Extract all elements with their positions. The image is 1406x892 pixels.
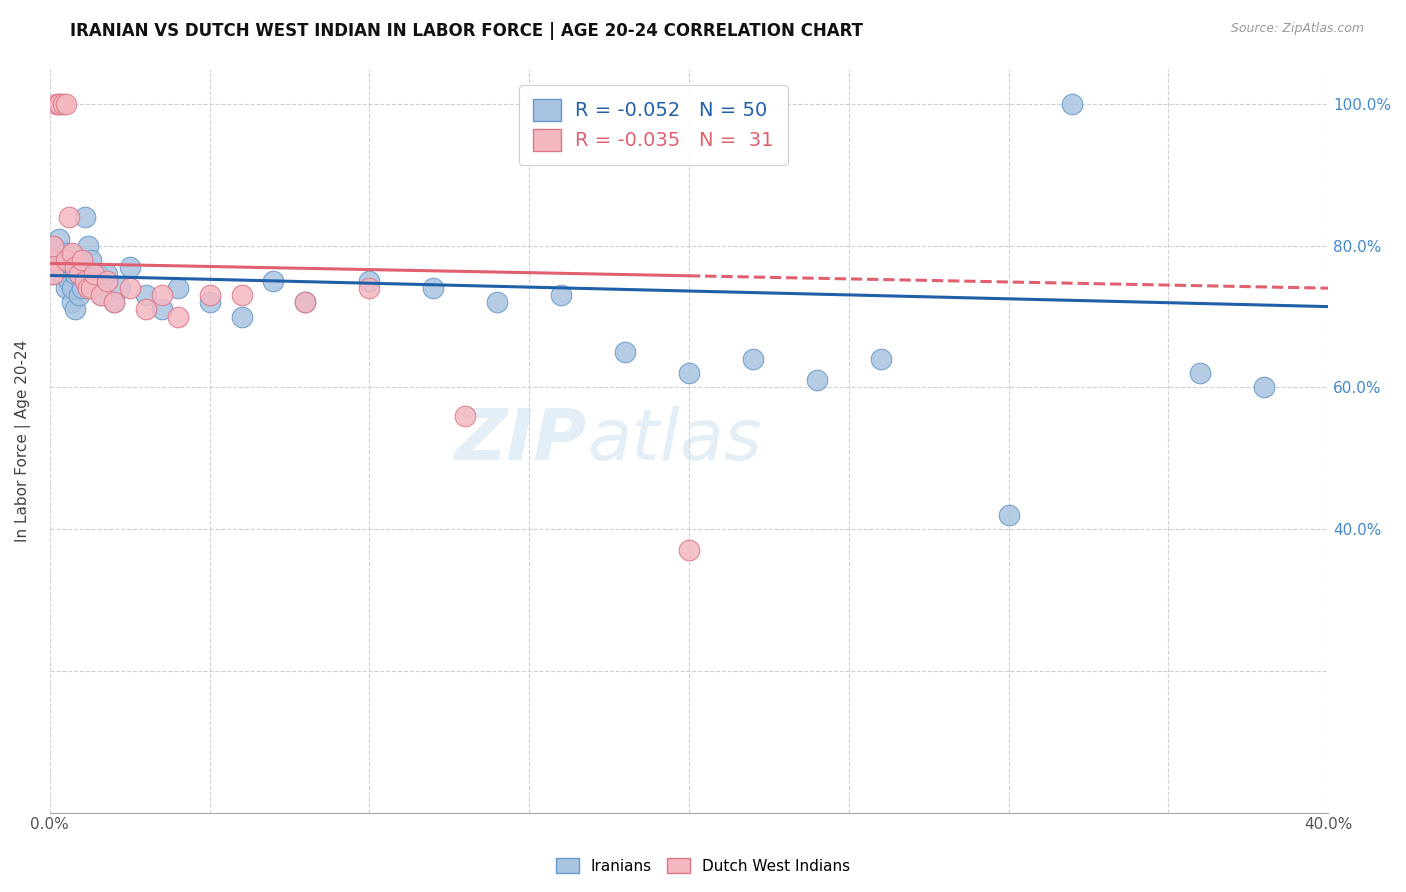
Point (359, 274, 381, 288)
Point (45, 260, 67, 274)
Point (42, 252, 65, 267)
Point (103, 295, 125, 310)
Point (51, 97, 73, 112)
Point (65, 267, 87, 281)
Point (48, 97, 70, 112)
Point (83, 274, 105, 288)
Point (359, 281, 381, 295)
Point (45, 97, 67, 112)
Point (42, 267, 65, 281)
Point (67, 288, 90, 302)
Point (678, 366, 700, 380)
Point (614, 345, 637, 359)
Point (60, 281, 83, 295)
Point (65, 302, 87, 317)
Point (73, 211, 96, 225)
Point (42, 267, 65, 281)
Point (80, 281, 103, 295)
Point (48, 97, 70, 112)
Point (1253, 380, 1275, 394)
Point (73, 274, 96, 288)
Point (70, 281, 93, 295)
Point (1189, 366, 1212, 380)
Point (166, 310, 188, 324)
Point (42, 238, 65, 252)
Point (294, 295, 316, 310)
Point (150, 302, 173, 317)
Text: ZIP: ZIP (454, 406, 586, 475)
Point (60, 295, 83, 310)
Point (51, 267, 73, 281)
Point (422, 281, 444, 295)
Point (65, 260, 87, 274)
Point (263, 274, 285, 288)
Point (150, 288, 173, 302)
Point (58, 211, 80, 225)
Point (166, 281, 188, 295)
Point (135, 288, 157, 302)
Point (108, 281, 131, 295)
Point (70, 252, 93, 267)
Text: IRANIAN VS DUTCH WEST INDIAN IN LABOR FORCE | AGE 20-24 CORRELATION CHART: IRANIAN VS DUTCH WEST INDIAN IN LABOR FO… (70, 22, 863, 40)
Point (96, 267, 118, 281)
Y-axis label: In Labor Force | Age 20-24: In Labor Force | Age 20-24 (15, 339, 31, 541)
Point (198, 288, 221, 302)
Point (231, 310, 253, 324)
Point (294, 295, 316, 310)
Point (118, 281, 141, 295)
Point (42, 252, 65, 267)
Legend: Iranians, Dutch West Indians: Iranians, Dutch West Indians (550, 852, 856, 880)
Point (60, 245, 83, 260)
Point (96, 274, 118, 288)
Point (486, 295, 509, 310)
Point (58, 260, 80, 274)
Point (135, 302, 157, 317)
Point (454, 409, 477, 423)
Point (67, 267, 90, 281)
Point (67, 267, 90, 281)
Point (118, 260, 141, 274)
Point (55, 245, 77, 260)
Point (86, 267, 108, 281)
Point (51, 252, 73, 267)
Point (58, 274, 80, 288)
Point (55, 97, 77, 112)
Point (48, 231, 70, 245)
Point (806, 373, 828, 387)
Point (55, 252, 77, 267)
Point (55, 281, 77, 295)
Point (869, 352, 891, 367)
Text: Source: ZipAtlas.com: Source: ZipAtlas.com (1230, 22, 1364, 36)
Point (997, 508, 1019, 522)
Point (550, 288, 572, 302)
Point (90, 288, 112, 302)
Point (42, 238, 65, 252)
Point (231, 288, 253, 302)
Point (77, 238, 100, 252)
Point (1062, 97, 1084, 112)
Point (48, 252, 70, 267)
Point (45, 245, 67, 260)
Point (103, 295, 125, 310)
Point (741, 352, 763, 367)
Point (90, 288, 112, 302)
Point (77, 281, 100, 295)
Point (198, 295, 221, 310)
Legend: R = -0.052   N = 50, R = -0.035   N =  31: R = -0.052 N = 50, R = -0.035 N = 31 (519, 85, 787, 165)
Point (678, 543, 700, 558)
Point (80, 252, 103, 267)
Point (83, 267, 105, 281)
Text: atlas: atlas (586, 406, 761, 475)
